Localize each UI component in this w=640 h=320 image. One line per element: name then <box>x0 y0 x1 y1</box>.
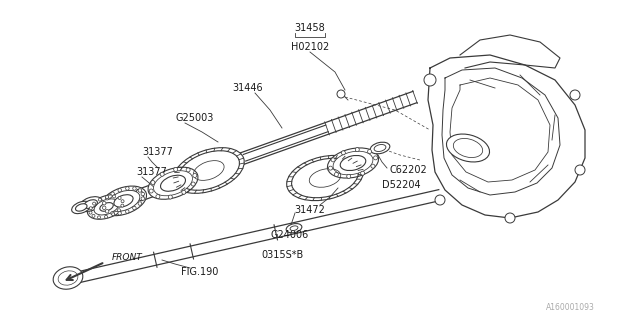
Ellipse shape <box>370 142 390 154</box>
Text: 31472: 31472 <box>294 205 325 215</box>
Ellipse shape <box>93 202 95 205</box>
Ellipse shape <box>107 190 140 212</box>
Ellipse shape <box>100 203 113 211</box>
Text: C62202: C62202 <box>390 165 428 175</box>
Ellipse shape <box>287 156 364 201</box>
Text: G24006: G24006 <box>271 230 309 240</box>
Ellipse shape <box>136 189 144 201</box>
Ellipse shape <box>100 186 147 216</box>
Ellipse shape <box>53 267 83 289</box>
Ellipse shape <box>102 201 106 205</box>
Ellipse shape <box>141 197 145 200</box>
Text: A160001093: A160001093 <box>546 303 595 313</box>
Ellipse shape <box>87 195 125 219</box>
Ellipse shape <box>182 190 186 194</box>
Ellipse shape <box>341 151 346 155</box>
Ellipse shape <box>355 148 359 152</box>
Ellipse shape <box>111 212 115 215</box>
Text: 31377: 31377 <box>136 167 167 177</box>
Circle shape <box>505 213 515 223</box>
Circle shape <box>435 195 445 205</box>
Ellipse shape <box>94 199 119 215</box>
Ellipse shape <box>125 210 129 213</box>
Ellipse shape <box>148 167 198 199</box>
Ellipse shape <box>121 204 124 207</box>
Ellipse shape <box>333 151 373 175</box>
Ellipse shape <box>104 215 108 218</box>
Ellipse shape <box>72 201 91 214</box>
Ellipse shape <box>160 172 164 176</box>
Ellipse shape <box>191 182 195 186</box>
Text: H02102: H02102 <box>291 42 329 52</box>
Ellipse shape <box>118 212 122 215</box>
Circle shape <box>424 74 436 86</box>
Ellipse shape <box>141 192 145 196</box>
Ellipse shape <box>156 195 160 199</box>
Text: 31458: 31458 <box>294 23 325 33</box>
Ellipse shape <box>138 189 141 192</box>
Ellipse shape <box>335 172 339 176</box>
Ellipse shape <box>118 188 122 192</box>
Ellipse shape <box>151 180 155 184</box>
Text: 0315S*B: 0315S*B <box>261 250 303 260</box>
Ellipse shape <box>121 200 124 203</box>
Text: G25003: G25003 <box>175 113 213 123</box>
Ellipse shape <box>114 195 133 207</box>
Ellipse shape <box>92 214 95 217</box>
Ellipse shape <box>331 158 335 162</box>
Ellipse shape <box>193 173 196 178</box>
Ellipse shape <box>89 211 92 214</box>
Ellipse shape <box>361 171 365 175</box>
Ellipse shape <box>113 195 116 198</box>
Text: D52204: D52204 <box>382 180 420 190</box>
Ellipse shape <box>173 167 178 172</box>
Ellipse shape <box>168 195 172 199</box>
Ellipse shape <box>447 134 490 162</box>
Ellipse shape <box>106 196 109 199</box>
Ellipse shape <box>132 187 136 190</box>
Ellipse shape <box>118 196 121 199</box>
Ellipse shape <box>106 196 109 200</box>
Ellipse shape <box>328 148 378 178</box>
Ellipse shape <box>89 207 92 210</box>
Ellipse shape <box>84 200 97 208</box>
Circle shape <box>570 90 580 100</box>
Ellipse shape <box>132 206 136 210</box>
Circle shape <box>575 165 585 175</box>
Text: FIG.190: FIG.190 <box>181 267 219 277</box>
Ellipse shape <box>138 202 141 205</box>
Ellipse shape <box>79 197 102 212</box>
Ellipse shape <box>161 175 186 191</box>
Ellipse shape <box>102 206 106 210</box>
Ellipse shape <box>290 226 298 230</box>
Ellipse shape <box>111 213 115 216</box>
Text: FRONT: FRONT <box>112 253 143 262</box>
Ellipse shape <box>286 224 302 233</box>
Ellipse shape <box>154 171 193 196</box>
Ellipse shape <box>149 189 153 193</box>
Circle shape <box>337 90 345 98</box>
Ellipse shape <box>173 148 244 193</box>
Ellipse shape <box>340 156 366 171</box>
Ellipse shape <box>374 156 378 160</box>
Ellipse shape <box>97 216 100 219</box>
Text: 31446: 31446 <box>233 83 263 93</box>
Ellipse shape <box>76 204 87 211</box>
Ellipse shape <box>125 187 129 190</box>
Ellipse shape <box>371 164 375 168</box>
Ellipse shape <box>99 198 101 201</box>
Ellipse shape <box>374 145 386 151</box>
Ellipse shape <box>186 168 190 172</box>
Ellipse shape <box>328 166 332 170</box>
Ellipse shape <box>347 174 351 178</box>
Ellipse shape <box>367 149 372 154</box>
Text: 31377: 31377 <box>142 147 173 157</box>
Ellipse shape <box>111 192 115 196</box>
Ellipse shape <box>106 210 109 213</box>
Ellipse shape <box>118 209 120 212</box>
